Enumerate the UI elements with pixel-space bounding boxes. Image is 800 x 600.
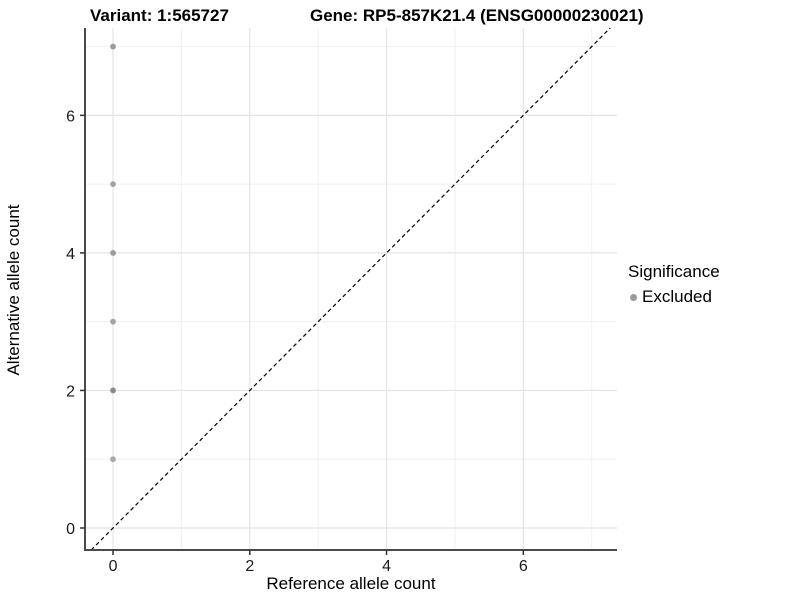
panel-background xyxy=(85,28,617,550)
legend-title: Significance xyxy=(628,262,720,281)
legend-entry-label: Excluded xyxy=(642,287,712,306)
plot-title-gene: Gene: RP5-857K21.4 (ENSG00000230021) xyxy=(310,6,644,25)
x-tick-label: 0 xyxy=(109,558,118,575)
plot-title-variant: Variant: 1:565727 xyxy=(90,6,229,25)
data-point xyxy=(110,456,116,463)
y-tick-label: 0 xyxy=(66,521,75,538)
y-tick-label: 6 xyxy=(66,108,75,125)
x-tick-label: 2 xyxy=(245,558,254,575)
y-axis-title: Alternative allele count xyxy=(4,204,23,376)
identity-line xyxy=(90,27,611,551)
data-point xyxy=(110,249,116,256)
y-tick-label: 2 xyxy=(66,383,75,400)
y-tick-label: 4 xyxy=(66,246,75,263)
legend-point-icon xyxy=(630,293,637,301)
data-point xyxy=(110,43,116,50)
x-axis-title: Reference allele count xyxy=(266,574,436,593)
data-point xyxy=(110,387,116,394)
data-point xyxy=(110,318,116,325)
data-point xyxy=(110,181,116,188)
legend: Significance Excluded xyxy=(628,262,720,307)
legend-entry-excluded: Excluded xyxy=(630,287,720,307)
x-tick-label: 4 xyxy=(382,558,391,575)
x-tick-label: 6 xyxy=(519,558,528,575)
